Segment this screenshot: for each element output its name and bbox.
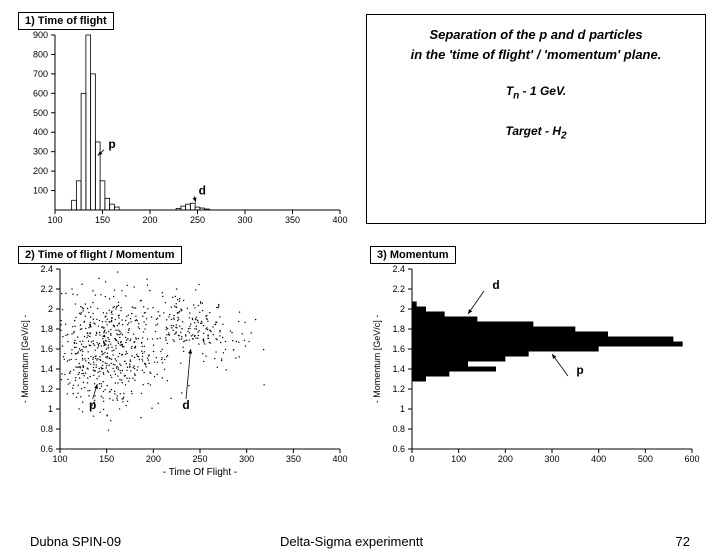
svg-text:200: 200	[33, 166, 48, 176]
info-line2: in the 'time of flight' / 'momentum' pla…	[367, 45, 705, 65]
svg-text:100: 100	[33, 186, 48, 196]
svg-text:500: 500	[33, 108, 48, 118]
footer-left: Dubna SPIN-09	[30, 534, 121, 549]
svg-text:0.8: 0.8	[40, 424, 53, 434]
svg-text:100: 100	[52, 454, 67, 464]
svg-text:200: 200	[146, 454, 161, 464]
svg-text:150: 150	[99, 454, 114, 464]
svg-text:400: 400	[33, 127, 48, 137]
svg-text:100: 100	[451, 454, 466, 464]
svg-text:d: d	[492, 278, 499, 292]
svg-text:p: p	[108, 137, 115, 151]
svg-text:300: 300	[33, 147, 48, 157]
svg-text:800: 800	[33, 49, 48, 59]
svg-text:2.2: 2.2	[392, 284, 405, 294]
svg-text:400: 400	[591, 454, 606, 464]
svg-text:300: 300	[237, 215, 252, 225]
chart-1-panel: 1) Time of flight 1001502002503003504001…	[10, 10, 358, 240]
chart-2-title: 2) Time of flight / Momentum	[18, 246, 182, 264]
chart-3-title: 3) Momentum	[370, 246, 456, 264]
chart-2: 100 150 200 250 300 350 400 0.6 0.8 1 1.2 1.4 1.6 1.8…	[10, 264, 350, 484]
svg-text:500: 500	[638, 454, 653, 464]
svg-text:350: 350	[286, 454, 301, 464]
svg-text:2.4: 2.4	[392, 264, 405, 274]
chart-3: 0 100 200 300 400 500 600 0.6 0.8 1 1.2 1.4 1.6 1.8 2 2…	[362, 264, 702, 484]
svg-text:p: p	[89, 398, 96, 412]
svg-text:1.8: 1.8	[40, 324, 53, 334]
svg-text:900: 900	[33, 30, 48, 40]
svg-text:200: 200	[498, 454, 513, 464]
footer-right: 72	[676, 534, 690, 549]
svg-text:350: 350	[285, 215, 300, 225]
svg-text:400: 400	[332, 454, 347, 464]
svg-text:600: 600	[33, 88, 48, 98]
svg-text:- Momentum [GeV/c] -: - Momentum [GeV/c] -	[20, 315, 30, 404]
svg-text:400: 400	[332, 215, 347, 225]
footer-center: Delta-Sigma experimentt	[280, 534, 423, 549]
chart-1-title: 1) Time of flight	[18, 12, 114, 30]
svg-text:1.2: 1.2	[392, 384, 405, 394]
svg-text:1.8: 1.8	[392, 324, 405, 334]
info-box: Separation of the p and d particles in t…	[366, 14, 706, 224]
svg-text:0.8: 0.8	[392, 424, 405, 434]
svg-text:0.6: 0.6	[40, 444, 53, 454]
chart-grid: 1) Time of flight 1001502002503003504001…	[0, 0, 720, 500]
svg-text:1.2: 1.2	[40, 384, 53, 394]
svg-text:1: 1	[400, 404, 405, 414]
svg-text:2.4: 2.4	[40, 264, 53, 274]
svg-text:300: 300	[239, 454, 254, 464]
svg-text:- Time Of Flight -: - Time Of Flight -	[163, 467, 237, 478]
info-panel: Separation of the p and d particles in t…	[362, 10, 710, 240]
svg-text:200: 200	[142, 215, 157, 225]
svg-text:300: 300	[544, 454, 559, 464]
svg-text:d: d	[199, 183, 206, 197]
chart-3-panel: 3) Momentum 0 100 200 300 400 500 600 0.6 0.8 1 1.…	[362, 244, 710, 484]
svg-text:1.4: 1.4	[40, 364, 53, 374]
svg-text:150: 150	[95, 215, 110, 225]
svg-text:d: d	[182, 398, 189, 412]
svg-text:p: p	[576, 363, 583, 377]
chart-2-panel: 2) Time of flight / Momentum 100 150 200 25…	[10, 244, 358, 484]
svg-text:600: 600	[684, 454, 699, 464]
svg-text:1.4: 1.4	[392, 364, 405, 374]
svg-text:1.6: 1.6	[392, 344, 405, 354]
chart-1: 100 150 200 250 300 350 400 100 200 300 400 500 600 7…	[10, 30, 350, 240]
svg-text:250: 250	[190, 215, 205, 225]
info-line4: Target - H2	[367, 122, 705, 144]
svg-text:2: 2	[48, 304, 53, 314]
svg-text:100: 100	[47, 215, 62, 225]
svg-text:- Momentum [GeV/c] -: - Momentum [GeV/c] -	[372, 315, 382, 404]
info-line3: Tn - 1 GeV.	[367, 82, 705, 104]
svg-text:0.6: 0.6	[392, 444, 405, 454]
svg-text:0: 0	[409, 454, 414, 464]
svg-text:1.6: 1.6	[40, 344, 53, 354]
svg-text:700: 700	[33, 69, 48, 79]
svg-text:2.2: 2.2	[40, 284, 53, 294]
svg-text:250: 250	[192, 454, 207, 464]
svg-text:1: 1	[48, 404, 53, 414]
info-line1: Separation of the p and d particles	[367, 25, 705, 45]
svg-text:2: 2	[400, 304, 405, 314]
